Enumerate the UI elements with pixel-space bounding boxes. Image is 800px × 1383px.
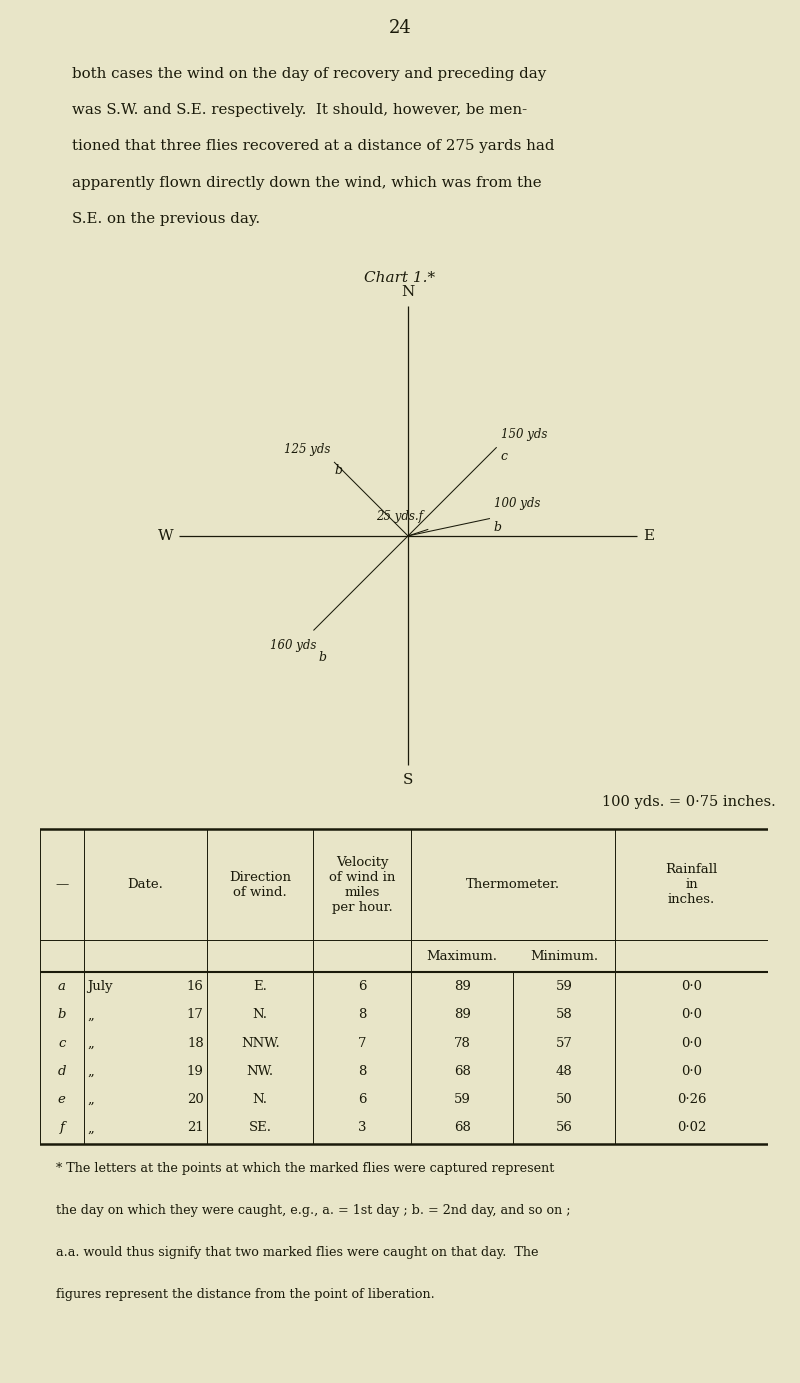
Text: E: E (643, 528, 654, 544)
Text: 0·0: 0·0 (681, 981, 702, 993)
Text: 3: 3 (358, 1122, 366, 1134)
Text: 59: 59 (454, 1093, 470, 1106)
Text: f: f (59, 1122, 64, 1134)
Text: „: „ (87, 1065, 94, 1077)
Text: 100 yds. = 0·75 inches.: 100 yds. = 0·75 inches. (602, 795, 776, 809)
Text: —: — (55, 878, 69, 891)
Text: 68: 68 (454, 1065, 470, 1077)
Text: 59: 59 (556, 981, 573, 993)
Text: 21: 21 (187, 1122, 204, 1134)
Text: 89: 89 (454, 1008, 470, 1021)
Text: Date.: Date. (128, 878, 163, 891)
Text: 18: 18 (187, 1037, 204, 1050)
Text: 8: 8 (358, 1065, 366, 1077)
Text: N.: N. (253, 1093, 268, 1106)
Text: b: b (335, 465, 343, 477)
Text: 0·0: 0·0 (681, 1008, 702, 1021)
Text: both cases the wind on the day of recovery and preceding day: both cases the wind on the day of recove… (72, 66, 546, 80)
Text: S: S (403, 773, 413, 787)
Text: 0·26: 0·26 (677, 1093, 706, 1106)
Text: e: e (58, 1093, 66, 1106)
Text: N: N (402, 285, 414, 299)
Text: 17: 17 (187, 1008, 204, 1021)
Text: 68: 68 (454, 1122, 470, 1134)
Text: b: b (494, 521, 502, 534)
Text: NW.: NW. (246, 1065, 274, 1077)
Text: Minimum.: Minimum. (530, 950, 598, 963)
Text: Maximum.: Maximum. (426, 950, 498, 963)
Text: E.: E. (254, 981, 267, 993)
Text: 0·0: 0·0 (681, 1065, 702, 1077)
Text: 125 yds: 125 yds (284, 443, 330, 456)
Text: 50: 50 (556, 1093, 573, 1106)
Text: * The letters at the points at which the marked flies were captured represent: * The letters at the points at which the… (56, 1162, 554, 1176)
Text: 0·02: 0·02 (677, 1122, 706, 1134)
Text: was S.W. and S.E. respectively.  It should, however, be men-: was S.W. and S.E. respectively. It shoul… (72, 102, 527, 118)
Text: a.a. would thus signify that two marked flies were caught on that day.  The: a.a. would thus signify that two marked … (56, 1246, 538, 1259)
Text: W: W (158, 528, 173, 544)
Text: 6: 6 (358, 1093, 366, 1106)
Text: 24: 24 (389, 19, 411, 37)
Text: apparently flown directly down the wind, which was from the: apparently flown directly down the wind,… (72, 176, 542, 189)
Text: N.: N. (253, 1008, 268, 1021)
Text: Thermometer.: Thermometer. (466, 878, 560, 891)
Text: 6: 6 (358, 981, 366, 993)
Text: 0·0: 0·0 (681, 1037, 702, 1050)
Text: b: b (58, 1008, 66, 1021)
Text: Direction
of wind.: Direction of wind. (230, 871, 291, 899)
Text: c: c (58, 1037, 66, 1050)
Text: Rainfall
in
inches.: Rainfall in inches. (666, 863, 718, 906)
Text: the day on which they were caught, e.g., a. = 1st day ; b. = 2nd day, and so on : the day on which they were caught, e.g.,… (56, 1205, 570, 1217)
Text: 16: 16 (187, 981, 204, 993)
Text: NNW.: NNW. (241, 1037, 279, 1050)
Text: 78: 78 (454, 1037, 470, 1050)
Text: figures represent the distance from the point of liberation.: figures represent the distance from the … (56, 1288, 434, 1301)
Text: „: „ (87, 1122, 94, 1134)
Text: 57: 57 (556, 1037, 573, 1050)
Text: tioned that three flies recovered at a distance of 275 yards had: tioned that three flies recovered at a d… (72, 140, 554, 154)
Text: 56: 56 (556, 1122, 573, 1134)
Text: „: „ (87, 1008, 94, 1021)
Text: a: a (58, 981, 66, 993)
Text: b: b (318, 651, 326, 664)
Text: 48: 48 (556, 1065, 573, 1077)
Text: SE.: SE. (249, 1122, 272, 1134)
Text: S.E. on the previous day.: S.E. on the previous day. (72, 213, 260, 227)
Text: c: c (501, 449, 507, 463)
Text: „: „ (87, 1093, 94, 1106)
Text: July: July (87, 981, 113, 993)
Text: Velocity
of wind in
miles
per hour.: Velocity of wind in miles per hour. (329, 856, 395, 914)
Text: 58: 58 (556, 1008, 573, 1021)
Text: d: d (58, 1065, 66, 1077)
Text: 20: 20 (187, 1093, 204, 1106)
Text: 19: 19 (187, 1065, 204, 1077)
Text: Chart 1.*: Chart 1.* (365, 271, 435, 285)
Text: „: „ (87, 1037, 94, 1050)
Text: 100 yds: 100 yds (494, 496, 540, 510)
Text: 8: 8 (358, 1008, 366, 1021)
Text: 89: 89 (454, 981, 470, 993)
Text: 7: 7 (358, 1037, 366, 1050)
Text: 25 yds.f: 25 yds.f (377, 510, 423, 523)
Text: 160 yds: 160 yds (270, 639, 316, 651)
Text: 150 yds: 150 yds (501, 429, 547, 441)
